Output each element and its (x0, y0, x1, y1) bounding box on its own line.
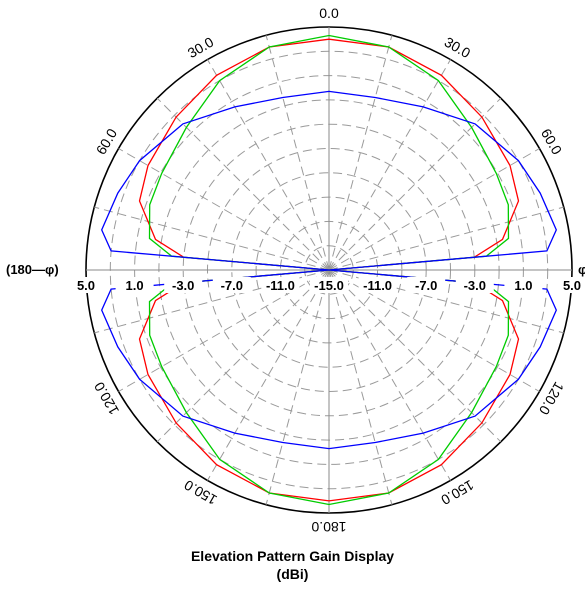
radial-tick-label: -7.0 (221, 278, 243, 293)
tick-label-bg (164, 277, 203, 293)
radial-tick-label: 1.0 (126, 278, 144, 293)
grid-spoke (118, 269, 330, 392)
grid-spoke (328, 269, 451, 481)
grid-spoke (207, 269, 330, 481)
grid-spoke (207, 59, 330, 271)
angle-label: 0.0 (319, 5, 339, 21)
grid-spoke (265, 269, 330, 505)
grid-spoke (328, 269, 502, 443)
grid-spoke (328, 35, 393, 271)
grid-spoke (328, 206, 564, 271)
series-group (100, 34, 558, 506)
grid-spoke (94, 269, 330, 334)
radial-tick-label: -3.0 (464, 278, 486, 293)
series-line (148, 34, 510, 506)
right-axis-label: φ (578, 262, 585, 277)
grid-spoke (328, 148, 540, 271)
tick-label-bg (115, 277, 154, 293)
grid-spoke (118, 148, 330, 271)
chart-units: (dBi) (276, 566, 309, 582)
radial-tick-label: -11.0 (363, 278, 392, 293)
grid-spoke (265, 35, 330, 271)
radial-tick-label: 1.0 (514, 278, 532, 293)
angle-label: 120.0 (91, 379, 122, 418)
grid-spoke (328, 97, 502, 271)
tick-label-bg (212, 277, 251, 293)
grid-spoke (156, 97, 330, 271)
grid-spoke (94, 206, 330, 271)
radial-tick-label: 5.0 (563, 278, 581, 293)
left-axis-label: (180—φ) (6, 262, 59, 277)
grid-spoke (328, 269, 540, 392)
radial-tick-label: -11.0 (266, 278, 295, 293)
tick-label-bg (67, 277, 105, 293)
angle-label: 150.0 (438, 477, 477, 508)
grid-spoke (328, 269, 393, 505)
radial-tick-label: -7.0 (415, 278, 437, 293)
chart-title: Elevation Pattern Gain Display (190, 548, 395, 564)
tick-label-bg (553, 277, 585, 293)
tick-label-bg (504, 277, 543, 293)
grid-spoke (156, 269, 330, 443)
series-line (100, 90, 558, 450)
tick-label-bg (407, 277, 446, 293)
radial-tick-label: -15.0 (314, 278, 344, 293)
tick-label-bg (310, 277, 348, 293)
tick-label-bg (455, 277, 494, 293)
tick-label-bg (358, 277, 397, 293)
series-line (138, 38, 520, 502)
angle-label: 180.0 (311, 519, 346, 535)
grid-spoke (328, 269, 564, 334)
angle-label: 120.0 (536, 379, 567, 418)
tick-label-bg (261, 277, 300, 293)
angle-label: 150.0 (181, 477, 220, 508)
radial-tick-label: 5.0 (77, 278, 95, 293)
radial-tick-label: -3.0 (172, 278, 194, 293)
polar-chart: 5.0 1.0 -3.0 -7.0 -11.0 -15.0 -11.0 -7.0 -3.0 1.0… (6, 5, 585, 535)
grid-spoke (328, 59, 451, 271)
polar-grid (85, 26, 573, 514)
